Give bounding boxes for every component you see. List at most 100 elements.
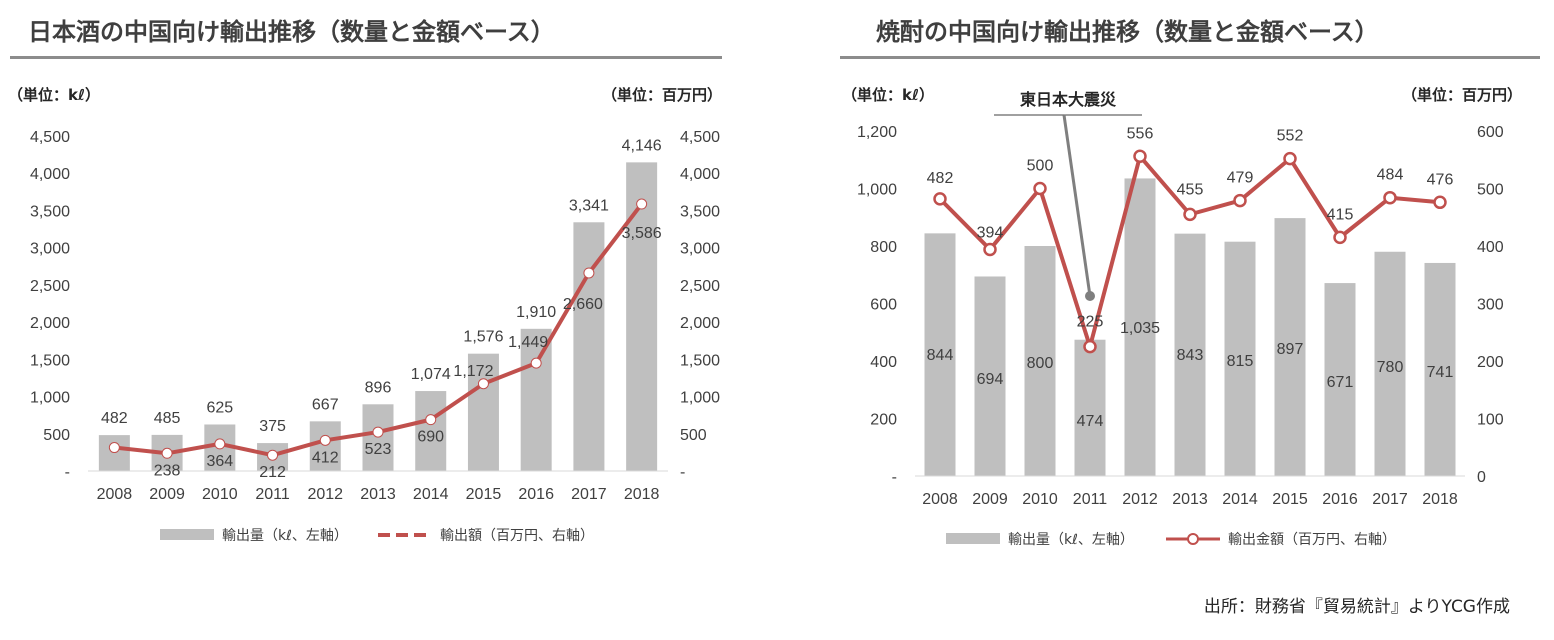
- bar-data-label: 780: [1377, 359, 1404, 376]
- y-left-tick-label: 3,500: [30, 203, 70, 220]
- source-note: 出所：財務省『貿易統計』よりYCG作成: [1203, 597, 1510, 617]
- line-point-2017: [583, 267, 595, 279]
- legend-line-label: 輸出額（百万円、右軸）: [440, 528, 594, 544]
- bar-2015: [1274, 218, 1306, 477]
- bar-data-label: 3,341: [569, 197, 609, 214]
- line-data-label: 479: [1227, 170, 1254, 187]
- chart1-title: 日本酒の中国向け輸出推移（数量と金額ベース）: [28, 18, 555, 46]
- legend-bar-label: 輸出量（kℓ、左軸）: [1008, 532, 1134, 548]
- y-right-tick-label: 1,500: [680, 352, 720, 369]
- x-tick-label: 2013: [1172, 491, 1208, 508]
- bar-data-label: 474: [1077, 413, 1104, 430]
- bar-2009: [974, 276, 1006, 476]
- line-data-label: 482: [927, 170, 954, 187]
- line-point-2011: [1083, 339, 1097, 354]
- line-point-2008: [108, 442, 120, 454]
- y-right-tick-label: 2,000: [680, 315, 720, 332]
- line-data-label: 1,449: [508, 334, 548, 351]
- y-right-tick-label: 500: [680, 427, 707, 444]
- line-point-2010: [1033, 181, 1047, 196]
- line-point-2016: [530, 357, 542, 369]
- line-point-2011: [267, 449, 279, 461]
- y-left-tick-label: 1,000: [30, 390, 70, 407]
- line-data-label: 412: [312, 449, 339, 466]
- x-tick-label: 2012: [307, 486, 343, 503]
- y-left-tick-label: 400: [870, 354, 897, 371]
- bar-2014: [1224, 241, 1256, 476]
- line-data-label: 484: [1377, 167, 1404, 184]
- y-right-tick-label: 100: [1477, 412, 1504, 429]
- x-tick-label: 2011: [255, 486, 290, 503]
- line-point-2008: [933, 192, 947, 206]
- bar-2018: [1424, 262, 1456, 476]
- bar-data-label: 815: [1227, 353, 1254, 370]
- bar-data-label: 694: [977, 371, 1004, 388]
- bar-data-label: 1,035: [1120, 320, 1160, 337]
- bar-data-label: 671: [1327, 374, 1354, 391]
- line-data-label: 225: [1077, 314, 1104, 331]
- bar-2016: [520, 328, 552, 471]
- y-left-tick-label: 500: [43, 427, 70, 444]
- y-left-tick-label: 200: [870, 412, 897, 429]
- bar-2017: [573, 222, 605, 471]
- line-data-label: 1,172: [453, 363, 493, 380]
- chart2-title: 焼酎の中国向け輸出推移（数量と金額ベース）: [876, 18, 1379, 46]
- annotation-dot: [1085, 291, 1095, 301]
- legend-bar-swatch: [160, 529, 214, 540]
- line-point-2009: [983, 242, 997, 257]
- bar-data-label: 625: [206, 399, 233, 416]
- legend-bar-label: 輸出量（kℓ、左軸）: [222, 528, 348, 544]
- x-tick-label: 2010: [202, 486, 238, 503]
- line-data-label: 415: [1327, 206, 1354, 223]
- line-data-label: 500: [1027, 158, 1054, 175]
- line-point-2012: [319, 434, 331, 446]
- x-tick-label: 2008: [97, 486, 133, 503]
- left-axis-unit: （単位：kℓ）: [842, 86, 934, 104]
- y-right-tick-label: 3,500: [680, 203, 720, 220]
- y-right-tick-label: 1,000: [680, 390, 720, 407]
- bar-data-label: 667: [312, 396, 339, 413]
- line-point-2014: [1233, 193, 1247, 208]
- line-point-2009: [161, 447, 173, 459]
- annotation-label: 東日本大震災: [1020, 90, 1117, 109]
- left-axis-unit: （単位：kℓ）: [8, 86, 100, 104]
- legend-line-marker: [1187, 533, 1199, 545]
- bar-data-label: 741: [1427, 364, 1454, 381]
- y-right-tick-label: 2,500: [680, 278, 720, 295]
- shochu-export-chart: （単位：kℓ） （単位：百万円） - 200 400 600 800 1,000 1,200 0 1…: [842, 86, 1522, 548]
- bar-data-label: 375: [259, 418, 286, 435]
- annotation-leader-line: [1062, 114, 1092, 297]
- y-right-tick-label: 0: [1477, 469, 1486, 486]
- y-left-tick-label: 1,200: [857, 124, 897, 141]
- bar-2008: [924, 233, 956, 476]
- y-left-tick-label: 1,500: [30, 352, 70, 369]
- sake-export-chart: （単位：kℓ） （単位：百万円） - 500 1,000 1,500 2,000 2,500 3…: [8, 86, 722, 544]
- line-data-label: 523: [365, 441, 392, 458]
- y-left-tick-label: -: [65, 464, 70, 481]
- x-tick-label: 2009: [972, 491, 1008, 508]
- y-right-tick-label: 600: [1477, 124, 1504, 141]
- bar-2016: [1324, 283, 1356, 476]
- x-tick-label: 2010: [1022, 491, 1058, 508]
- x-tick-label: 2011: [1073, 491, 1108, 508]
- x-tick-label: 2014: [1222, 491, 1258, 508]
- y-right-tick-label: 500: [1477, 182, 1504, 199]
- bar-2013: [362, 404, 394, 471]
- y-left-tick-label: 800: [870, 239, 897, 256]
- y-left-tick-label: 4,500: [30, 129, 70, 146]
- y-left-tick-label: 2,500: [30, 278, 70, 295]
- line-point-2012: [1133, 149, 1147, 164]
- chart1-title-rule: [10, 56, 722, 59]
- x-tick-label: 2009: [149, 486, 185, 503]
- y-left-tick-label: 2,000: [30, 315, 70, 332]
- bar-data-label: 1,576: [463, 329, 503, 346]
- line-data-label: 394: [977, 224, 1004, 241]
- bar-2012: [309, 421, 341, 471]
- y-right-tick-label: 4,000: [680, 166, 720, 183]
- legend-line-label: 輸出金額（百万円、右軸）: [1228, 532, 1396, 548]
- bar-data-label: 896: [365, 379, 392, 396]
- y-left-tick-label: 3,000: [30, 241, 70, 258]
- x-tick-label: 2014: [413, 486, 449, 503]
- bar-data-label: 800: [1027, 355, 1054, 372]
- x-tick-label: 2018: [624, 486, 660, 503]
